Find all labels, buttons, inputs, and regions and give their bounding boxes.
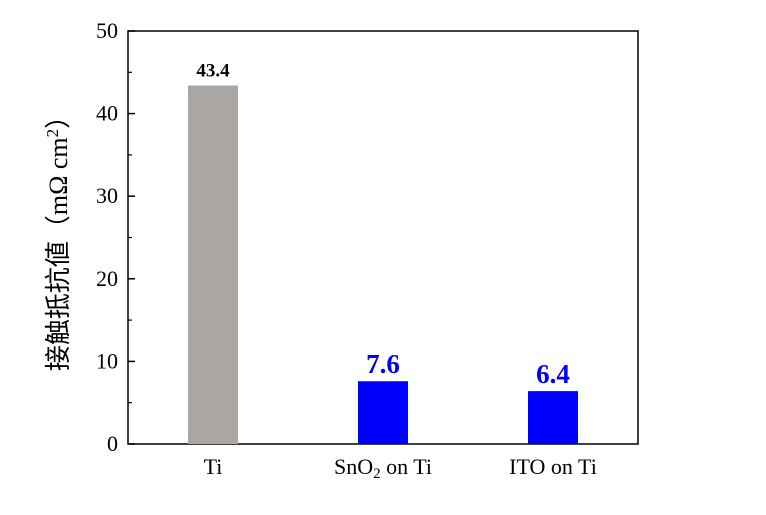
y-axis-label-main: 接触抵抗値 <box>44 241 74 371</box>
y-tick-label: 0 <box>107 431 118 456</box>
plot-area: 0 10 20 30 40 50 43.4 7.6 6.4 Ti SnO2 on Ti ITO o… <box>96 18 639 482</box>
y-axis-label: 接触抵抗値（mΩ cm2） <box>43 103 74 371</box>
bar <box>358 381 408 444</box>
x-tick-label: Ti <box>204 454 223 479</box>
data-label: 43.4 <box>196 61 230 82</box>
x-tick-label: ITO on Ti <box>509 454 597 479</box>
y-axis-ticks: 0 10 20 30 40 50 <box>96 18 135 456</box>
y-tick-label: 40 <box>96 101 118 126</box>
y-axis-label-unit-sup: 2 <box>43 129 62 138</box>
bar <box>528 391 578 444</box>
x-tick-label: SnO2 on Ti <box>334 454 432 482</box>
y-tick-label: 30 <box>96 183 118 208</box>
y-axis-label-unit: （mΩ cm <box>44 137 73 241</box>
bar <box>188 85 238 445</box>
y-axis-label-unit-close: ） <box>44 103 73 129</box>
bars <box>188 85 578 445</box>
y-tick-label: 20 <box>96 266 118 291</box>
y-tick-label: 50 <box>96 18 118 43</box>
y-tick-label: 10 <box>96 348 118 373</box>
data-labels: 43.4 7.6 6.4 <box>196 61 570 390</box>
data-label: 7.6 <box>366 349 400 379</box>
data-label: 6.4 <box>536 359 570 389</box>
x-axis-labels: Ti SnO2 on Ti ITO on Ti <box>204 454 597 482</box>
